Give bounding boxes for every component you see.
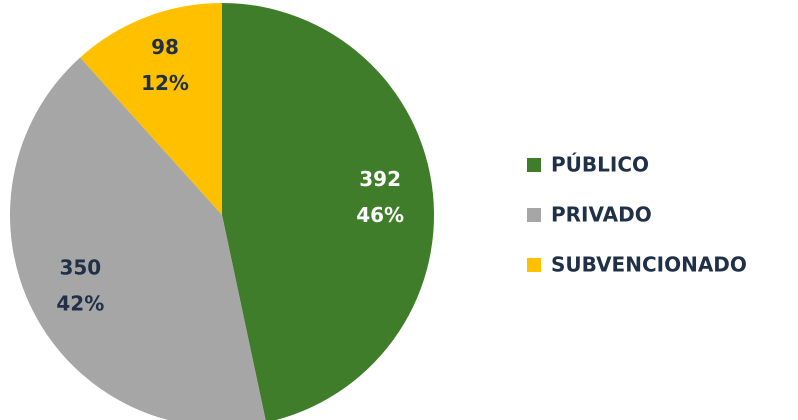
pie-slice <box>222 3 434 420</box>
legend-label: PRIVADO <box>551 203 652 227</box>
value-label: 350 <box>59 256 101 280</box>
pie-slice <box>10 57 266 420</box>
legend-swatch <box>527 208 541 222</box>
value-label: 392 <box>359 167 401 191</box>
percent-label: 46% <box>356 203 404 227</box>
legend-label: PÚBLICO <box>551 153 649 177</box>
percent-label: 42% <box>56 292 104 316</box>
pie-slice <box>80 3 222 215</box>
value-label: 98 <box>151 35 179 59</box>
percent-label: 12% <box>141 71 189 95</box>
legend-label: SUBVENCIONADO <box>551 253 747 277</box>
legend-swatch <box>527 258 541 272</box>
legend-swatch <box>527 158 541 172</box>
